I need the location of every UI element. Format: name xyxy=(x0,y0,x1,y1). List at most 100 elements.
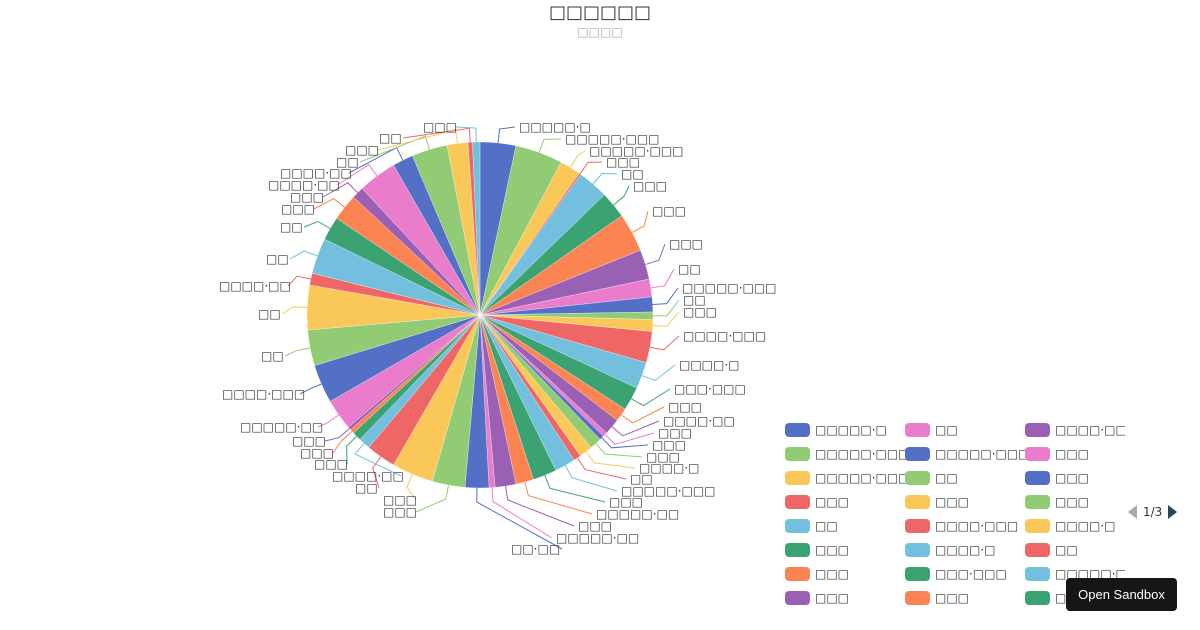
legend-prev-page-icon[interactable] xyxy=(1128,505,1137,519)
legend-item[interactable]: □□□·□□□ xyxy=(905,566,1007,582)
legend-label: □□□□·□□□ xyxy=(935,519,1019,533)
legend-item[interactable]: □□ xyxy=(905,470,958,486)
legend-label: □□□ xyxy=(935,591,970,605)
slice-label: □□ xyxy=(621,167,644,181)
slice-label: □□□ xyxy=(633,179,667,193)
legend-swatch-icon xyxy=(785,471,810,485)
pie-slice[interactable] xyxy=(472,141,481,316)
slice-label: □□□□·□□□ xyxy=(683,329,766,343)
legend-item[interactable]: □□□□□·□ xyxy=(785,422,887,438)
legend-label: □□ xyxy=(935,471,958,485)
legend-next-page-icon[interactable] xyxy=(1168,505,1178,519)
leader-line xyxy=(287,275,311,287)
leader-line xyxy=(303,220,331,229)
leader-line xyxy=(592,172,618,185)
legend-item[interactable]: □□□□·□□ xyxy=(1025,422,1125,438)
legend-swatch-icon xyxy=(785,447,810,461)
leader-line xyxy=(289,250,318,260)
legend-label: □□□ xyxy=(1055,447,1090,461)
legend-swatch-icon xyxy=(1025,471,1050,485)
slice-label: □□□□·□□ xyxy=(268,178,340,192)
leader-line xyxy=(332,430,353,454)
slice-label: □□□ xyxy=(300,446,334,460)
slice-label: □□ xyxy=(379,131,402,145)
legend-swatch-icon xyxy=(785,567,810,581)
leader-line xyxy=(631,210,649,233)
legend-item[interactable]: □□□ xyxy=(1025,470,1089,486)
legend-item[interactable]: □□□□·□□□ xyxy=(905,518,1018,534)
leader-line xyxy=(544,475,606,503)
leader-line xyxy=(497,126,516,143)
legend-item[interactable]: □□□ xyxy=(785,494,849,510)
leader-line xyxy=(652,311,680,327)
legend-swatch-icon xyxy=(1025,567,1050,581)
slice-label: □□□□·□□ xyxy=(663,414,735,428)
legend-item[interactable]: □□□ xyxy=(1025,446,1089,462)
legend-item[interactable]: □□□□·□ xyxy=(905,542,996,558)
slice-label: □□ xyxy=(266,252,289,266)
slice-labels: □□□□□·□□□□□□·□□□□□□□□·□□□□□□□□□□□□□□□□□□… xyxy=(219,120,777,556)
legend-label: □□□□□·□□□ xyxy=(815,447,910,461)
slice-label: □□□ xyxy=(669,237,703,251)
legend-item[interactable]: □□□□□·□□ xyxy=(1025,566,1125,582)
legend-label: □□□·□□□ xyxy=(935,567,1007,581)
legend-item[interactable]: □□□ xyxy=(785,590,849,606)
legend-label: □□□ xyxy=(1055,471,1090,485)
leader-line xyxy=(415,485,449,513)
slice-label: □□□·□□□ xyxy=(674,382,746,396)
legend-item[interactable]: □□□ xyxy=(905,590,969,606)
leader-line xyxy=(652,299,680,317)
slice-label: □□□□□·□□ xyxy=(556,531,639,545)
slice-label: □□□□·□ xyxy=(679,358,740,372)
legend-label: □□□□·□ xyxy=(1055,519,1116,533)
legend-item[interactable]: □□□□□·□□□ xyxy=(785,470,910,486)
legend-item[interactable]: □□ xyxy=(905,422,958,438)
legend-label: □□□ xyxy=(1055,495,1090,509)
legend-swatch-icon xyxy=(905,471,930,485)
legend-label: □□ xyxy=(935,423,958,437)
leader-line xyxy=(652,287,679,305)
slice-label: □□□□□·□□□ xyxy=(565,132,660,146)
legend-label: □□□ xyxy=(815,591,850,605)
legend-swatch-icon xyxy=(785,495,810,509)
legend-item[interactable]: □□□ xyxy=(785,542,849,558)
legend-item[interactable]: □□ xyxy=(785,518,838,534)
slice-label: □□□□·□□ xyxy=(280,166,352,180)
slice-label: □□·□□ xyxy=(511,542,560,556)
slice-label: □□□□□·□□□ xyxy=(682,281,777,295)
legend-item[interactable]: □□□ xyxy=(1025,494,1089,510)
legend-label: □□□□·□ xyxy=(935,543,996,557)
leader-line xyxy=(491,487,553,539)
leader-line xyxy=(313,197,345,210)
leader-line xyxy=(604,432,655,445)
legend-swatch-icon xyxy=(1025,519,1050,533)
legend-swatch-icon xyxy=(1025,591,1050,605)
legend-swatch-icon xyxy=(785,519,810,533)
legend-label: □□□ xyxy=(935,495,970,509)
legend-label: □□□□□·□□□ xyxy=(935,447,1030,461)
legend-item[interactable]: □□□□□·□□□ xyxy=(785,446,910,462)
legend-swatch-icon xyxy=(1025,447,1050,461)
legend-swatch-icon xyxy=(905,543,930,557)
open-sandbox-button[interactable]: Open Sandbox xyxy=(1066,578,1177,611)
leader-line xyxy=(284,347,311,357)
slice-label: □□□ xyxy=(683,305,717,319)
legend-label: □□□□·□□ xyxy=(1055,423,1125,437)
pie-slices xyxy=(306,141,654,489)
slice-label: □□□ xyxy=(668,400,702,414)
slice-label: □□□ xyxy=(290,190,324,204)
legend-item[interactable]: □□ xyxy=(1025,542,1078,558)
slice-label: □□□ xyxy=(578,519,612,533)
legend-item[interactable]: □□□ xyxy=(785,566,849,582)
legend-item[interactable]: □□□ xyxy=(905,494,969,510)
slice-label: □□□ xyxy=(658,426,692,440)
slice-label: □□□ xyxy=(314,457,348,471)
slice-label: □□□□·□□□ xyxy=(222,387,305,401)
leader-line xyxy=(595,443,643,458)
leader-line xyxy=(346,435,357,465)
slice-label: □□□ xyxy=(609,495,643,509)
legend-item[interactable]: □□□□·□ xyxy=(1025,518,1116,534)
slice-label: □□□ xyxy=(606,155,640,169)
legend-swatch-icon xyxy=(905,423,930,437)
legend-item[interactable]: □□□□□·□□□ xyxy=(905,446,1030,462)
